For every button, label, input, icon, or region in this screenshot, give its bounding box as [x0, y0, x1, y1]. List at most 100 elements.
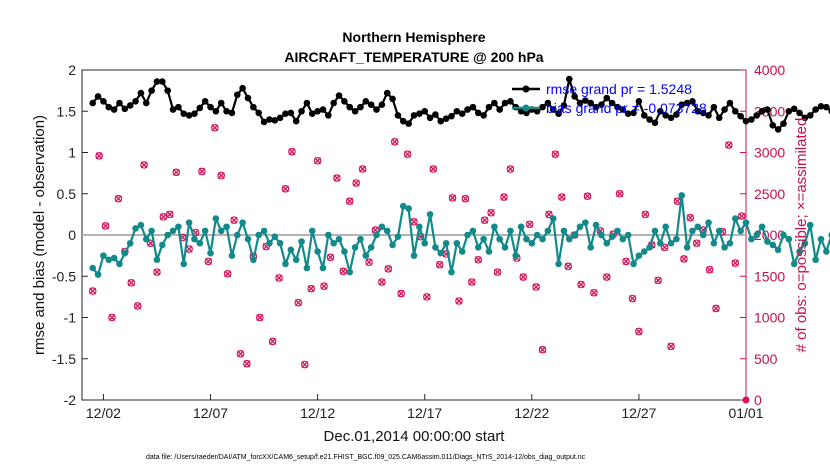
y-tick-label: -1.5	[52, 351, 76, 367]
bias-point	[308, 227, 316, 235]
obs-possible-marker	[268, 337, 277, 346]
obs-possible-marker	[326, 253, 335, 262]
rmse-point	[764, 106, 771, 113]
bias-point	[314, 248, 321, 255]
bias-point	[731, 215, 739, 222]
rmse-point	[394, 112, 402, 119]
obs-possible-marker	[204, 257, 213, 266]
bias-point	[565, 235, 573, 243]
obs-assimilated-marker	[532, 283, 540, 291]
bias-point	[507, 227, 514, 235]
bias-point	[624, 231, 632, 239]
obs-possible-marker	[538, 345, 547, 354]
rmse-point	[576, 99, 584, 107]
obs-assimilated-marker	[500, 193, 508, 201]
rmse-point	[448, 112, 455, 120]
rmse-point	[742, 117, 750, 125]
obs-assimilated-marker	[712, 304, 720, 312]
rmse-point	[458, 110, 466, 118]
rmse-point	[100, 98, 107, 105]
obs-assimilated-marker	[378, 278, 386, 286]
bias-point	[335, 235, 343, 243]
obs-assimilated-marker	[455, 297, 463, 305]
rmse-point	[132, 98, 139, 105]
rmse-point	[598, 101, 605, 108]
obs-assimilated-marker	[474, 256, 482, 264]
bias-point	[528, 239, 536, 247]
rmse-point	[201, 98, 209, 105]
bias-point	[100, 252, 107, 259]
rmse-point	[250, 103, 257, 111]
rmse-point	[196, 104, 204, 112]
rmse-point	[217, 99, 225, 107]
obs-possible-marker	[480, 216, 489, 224]
obs-assimilated-marker	[339, 267, 347, 275]
bias-point	[817, 235, 825, 243]
y-tick-label: 0	[68, 227, 76, 243]
rmse-point	[405, 120, 412, 127]
bias-point	[737, 227, 744, 235]
bias-point	[432, 244, 439, 251]
obs-assimilated-marker	[725, 141, 733, 149]
obs-assimilated-marker	[204, 257, 212, 265]
y-tick-label: -1	[64, 310, 77, 326]
obs-possible-marker	[307, 284, 315, 293]
obs-assimilated-marker	[172, 168, 180, 176]
rmse-point	[748, 116, 755, 123]
rmse-point	[346, 103, 354, 111]
obs-assimilated-marker	[487, 209, 495, 217]
obs-possible-marker	[692, 239, 701, 248]
obs-possible-marker	[313, 156, 322, 165]
bias-point	[212, 215, 220, 222]
rmse-point	[105, 103, 113, 111]
obs-assimilated-marker	[114, 195, 122, 203]
bias-point	[635, 252, 643, 259]
bias-point	[244, 235, 252, 243]
bias-point	[180, 260, 188, 268]
rmse-point	[453, 107, 461, 115]
y-tick-label: 1.5	[57, 103, 77, 119]
rmse-point	[287, 109, 295, 117]
bias-point	[421, 239, 429, 247]
bias-point	[351, 244, 359, 251]
bias-point	[298, 238, 305, 245]
obs-possible-marker	[101, 222, 110, 230]
bias-point	[801, 239, 809, 247]
bias-point	[662, 223, 669, 231]
obs-assimilated-marker	[102, 222, 110, 230]
obs-possible-marker	[635, 327, 643, 336]
rmse-point	[378, 101, 386, 108]
obs-zero-marker	[742, 396, 750, 404]
obs-possible-marker	[461, 194, 470, 203]
bias-point	[94, 271, 102, 278]
bias-point	[501, 244, 509, 251]
bias-point	[169, 227, 177, 235]
obs-assimilated-marker	[333, 174, 341, 182]
bias-point	[373, 231, 380, 239]
rmse-point	[726, 99, 734, 107]
bias-point	[539, 235, 546, 243]
obs-assimilated-marker	[230, 216, 238, 224]
obs-possible-marker	[641, 210, 650, 219]
bias-point	[512, 252, 520, 259]
bias-point	[282, 260, 289, 268]
obs-assimilated-marker	[243, 360, 251, 368]
obs-possible-marker	[358, 165, 367, 173]
rmse-point	[137, 89, 145, 97]
bias-point	[651, 227, 659, 235]
bias-point	[185, 219, 193, 226]
obs-assimilated-marker	[481, 216, 489, 224]
rmse-point	[319, 106, 327, 113]
bias-point	[753, 231, 761, 239]
rmse-point	[464, 106, 471, 113]
obs-possible-marker	[602, 273, 611, 281]
rmse-point	[142, 99, 150, 107]
obs-possible-marker	[255, 313, 264, 322]
rmse-point	[806, 112, 814, 119]
obs-assimilated-marker	[198, 168, 206, 175]
obs-assimilated-marker	[294, 299, 302, 307]
bias-point	[582, 219, 589, 226]
rmse-point	[710, 103, 718, 111]
obs-possible-marker	[474, 255, 483, 264]
rmse-point	[496, 106, 503, 113]
